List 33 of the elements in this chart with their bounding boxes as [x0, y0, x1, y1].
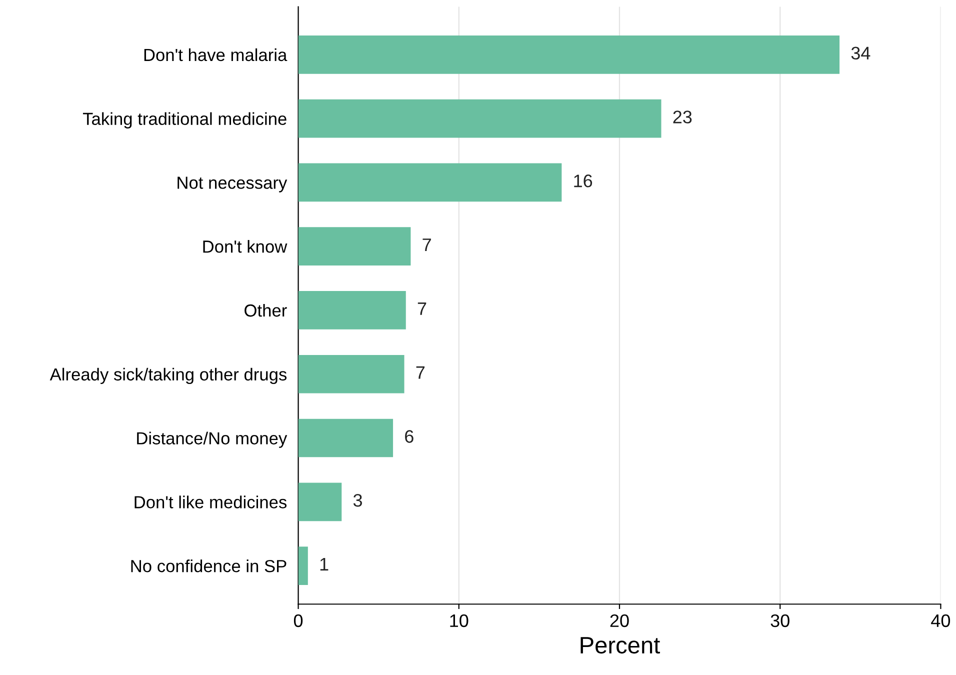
x-tick-label: 30	[770, 614, 790, 628]
y-tick-label: Taking traditional medicine	[82, 112, 286, 128]
data-label: 7	[422, 238, 431, 252]
y-tick-label: Not necessary	[178, 176, 288, 192]
data-label: 16	[574, 174, 592, 188]
x-tick-label: 20	[610, 614, 629, 628]
bar	[298, 163, 562, 202]
y-tick-label: No confidence in SP	[131, 560, 286, 572]
bar	[298, 418, 394, 458]
bar	[298, 482, 342, 522]
y-tick-label: Don't know	[203, 240, 288, 253]
y-tick-label: Don't like medicines	[134, 496, 287, 508]
x-axis-title: Percent	[580, 637, 660, 654]
data-label: 23	[673, 110, 692, 124]
x-tick-label: 0	[294, 614, 303, 628]
bar	[298, 354, 404, 394]
y-tick-label: Distance/No money	[137, 432, 288, 448]
data-label: 1	[320, 558, 328, 570]
bar	[298, 99, 662, 138]
y-tick-label: Don't have malaria	[144, 48, 288, 62]
data-label: 7	[418, 302, 426, 315]
data-label: 34	[851, 46, 870, 60]
bar	[298, 36, 840, 74]
y-tick-label: Already sick/taking other drugs	[50, 368, 287, 384]
data-label: 6	[405, 430, 414, 443]
x-tick-label: 40	[931, 614, 950, 628]
bar	[298, 291, 406, 330]
bar	[298, 227, 411, 266]
data-label: 3	[353, 494, 362, 507]
data-label: 7	[416, 366, 425, 379]
x-tick-label: 10	[450, 614, 468, 628]
bar	[298, 546, 308, 585]
y-tick-label: Other	[244, 304, 287, 317]
